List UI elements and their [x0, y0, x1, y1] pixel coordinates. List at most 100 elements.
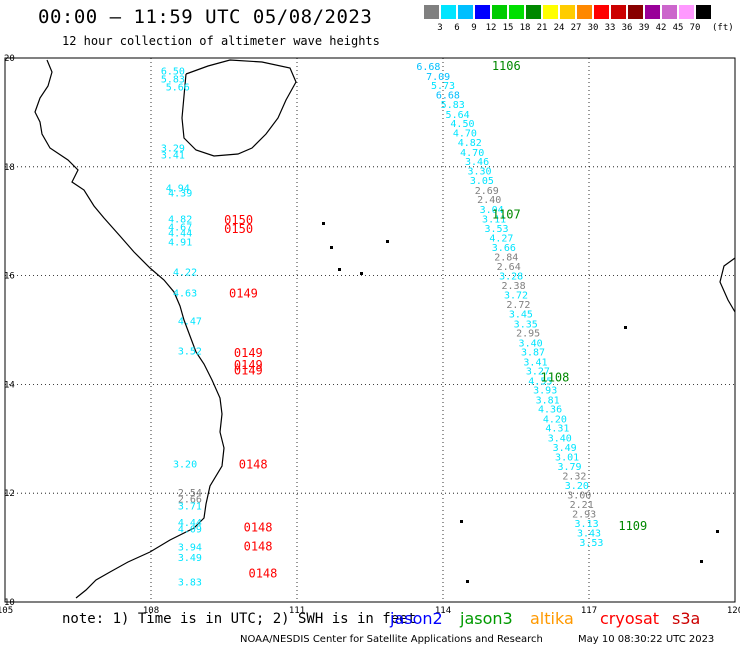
- pass-number-label: 0149: [234, 364, 263, 378]
- wave-height-value: 2.54: [178, 488, 202, 499]
- legend-label: 45: [672, 23, 684, 33]
- legend-label: 24: [553, 23, 565, 33]
- pass-number-label: 0149: [234, 358, 263, 372]
- pass-number-label: 0149: [229, 286, 258, 300]
- wave-height-value: 4.63: [173, 288, 197, 299]
- wave-height-value: 3.52: [178, 346, 202, 357]
- wave-height-value: 6.50: [161, 66, 185, 77]
- lat-tick-label: 10: [4, 598, 15, 608]
- wave-height-value: 4.50: [450, 119, 474, 130]
- legend-unit: (ft): [712, 23, 734, 33]
- wave-height-value: 2.72: [506, 300, 530, 311]
- lon-tick-label: 120: [727, 606, 740, 616]
- wave-height-value: 4.20: [543, 414, 567, 425]
- legend-swatch: [543, 5, 559, 19]
- legend-swatch: [475, 5, 491, 19]
- legend-label: 39: [638, 23, 650, 33]
- hainan-coastline: [181, 59, 297, 157]
- wave-height-value: 4.67: [168, 222, 192, 233]
- legend-label: 30: [587, 23, 599, 33]
- wave-height-value: 3.71: [178, 502, 202, 513]
- legend-swatch: [679, 5, 695, 19]
- wave-height-value: 2.21: [570, 500, 594, 511]
- pass-number-label: 0148: [239, 458, 268, 472]
- wave-height-value: 3.30: [467, 166, 491, 177]
- legend-swatch: [628, 5, 644, 19]
- wave-height-value: 3.20: [565, 481, 589, 492]
- legend-label: 70: [689, 23, 701, 33]
- legend-swatch: [611, 5, 627, 19]
- legend-label: 27: [570, 23, 582, 33]
- islet-marker: [330, 246, 333, 249]
- wave-height-value: 3.35: [514, 319, 538, 330]
- wave-height-value: 5.66: [166, 83, 190, 94]
- wave-height-value: 6.68: [436, 90, 460, 101]
- legend-label: 33: [604, 23, 616, 33]
- pass-number-label: 1108: [540, 371, 569, 385]
- legend-swatch: [526, 5, 542, 19]
- legend-swatch: [645, 5, 661, 19]
- satellite-altika: altika: [530, 609, 574, 628]
- wave-height-value: 5.83: [161, 74, 185, 85]
- islet-marker: [460, 520, 463, 523]
- satellite-jason3: jason3: [460, 609, 513, 628]
- wave-height-value: 4.94: [166, 183, 190, 194]
- islet-marker: [624, 326, 627, 329]
- lat-tick-label: 16: [4, 272, 15, 282]
- satellite-s3a: s3a: [672, 609, 701, 628]
- wave-height-value: 3.43: [577, 529, 601, 540]
- lat-tick-label: 20: [4, 54, 15, 64]
- wave-height-value: 3.40: [519, 338, 543, 349]
- wave-height-value: 4.55: [528, 376, 552, 387]
- legend-swatch: [577, 5, 593, 19]
- wave-height-value: 5.64: [446, 110, 470, 121]
- legend-swatch: [560, 5, 576, 19]
- wave-height-value: 3.00: [567, 491, 591, 502]
- wave-height-value: 3.20: [173, 460, 197, 471]
- page-title: 00:00 – 11:59 UTC 05/08/2023: [38, 6, 373, 28]
- wave-height-value: 2.40: [477, 195, 501, 206]
- wave-height-value: 2.95: [516, 329, 540, 340]
- wave-height-value: 4.22: [173, 268, 197, 279]
- lon-tick-label: 105: [0, 606, 13, 616]
- wave-height-value: 3.49: [553, 443, 577, 454]
- wave-height-value: 7.09: [426, 72, 450, 83]
- wave-height-value: 5.73: [431, 81, 455, 92]
- wave-height-value: 2.66: [178, 494, 202, 505]
- legend-swatch: [696, 5, 712, 19]
- pass-number-label: 0150: [224, 213, 253, 227]
- islet-marker: [322, 222, 325, 225]
- pass-number-label: 0150: [224, 222, 253, 236]
- islet-marker: [700, 560, 703, 563]
- legend-label: 18: [519, 23, 531, 33]
- generated-timestamp: May 10 08:30:22 UTC 2023: [578, 634, 715, 645]
- units-note: note: 1) Time is in UTC; 2) SWH is in fe…: [62, 611, 417, 627]
- wave-height-value: 4.82: [458, 138, 482, 149]
- lat-tick-label: 12: [4, 489, 15, 499]
- wave-height-value: 4.47: [178, 317, 202, 328]
- lon-tick-label: 114: [435, 606, 451, 616]
- wave-height-value: 3.27: [526, 367, 550, 378]
- page-subtitle: 12 hour collection of altimeter wave hei…: [62, 34, 380, 48]
- wave-height-value: 4.39: [168, 189, 192, 200]
- lon-tick-label: 117: [581, 606, 597, 616]
- wave-height-value: 5.83: [441, 100, 465, 111]
- legend-label: 36: [621, 23, 633, 33]
- islet-marker: [338, 268, 341, 271]
- legend-swatch: [492, 5, 508, 19]
- wave-height-value: 4.44: [178, 518, 202, 529]
- legend-label: 3: [437, 23, 443, 33]
- wave-height-value: 3.46: [465, 157, 489, 168]
- legend-label: 42: [655, 23, 667, 33]
- wave-height-value: 2.64: [497, 262, 521, 273]
- wave-height-value: 4.27: [489, 233, 513, 244]
- wave-height-value: 3.11: [482, 214, 506, 225]
- wave-height-value: 2.69: [475, 186, 499, 197]
- wave-height-value: 3.93: [533, 386, 557, 397]
- wave-height-value: 3.41: [523, 357, 547, 368]
- wave-height-value: 3.40: [548, 434, 572, 445]
- wave-height-value: 3.04: [480, 205, 504, 216]
- wave-height-value: 3.94: [178, 542, 202, 553]
- legend-swatch: [662, 5, 678, 19]
